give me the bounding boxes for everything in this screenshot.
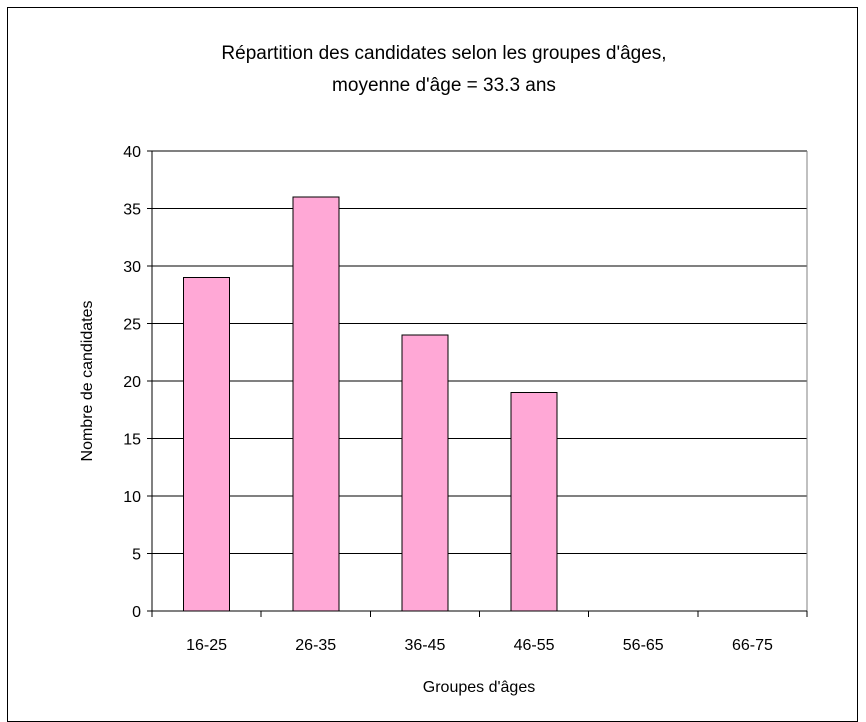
bar-36-45 <box>401 334 449 612</box>
y-tick-label: 35 <box>123 202 141 219</box>
y-tick-label: 15 <box>123 432 141 449</box>
x-tick-labels: 16-25 26-35 36-45 46-55 56-65 66-75 <box>186 637 773 654</box>
y-tick-label: 40 <box>123 144 141 161</box>
x-tick-label: 36-45 <box>404 637 445 654</box>
axes <box>147 150 808 617</box>
chart-title: Répartition des candidates selon les gro… <box>221 43 666 64</box>
gridlines <box>152 150 808 611</box>
y-tick-label: 30 <box>123 259 141 276</box>
y-axis-title: Nombre de candidates <box>79 301 96 462</box>
x-tick-label: 46-55 <box>514 637 555 654</box>
y-tick-label: 25 <box>123 317 141 334</box>
y-tick-label: 5 <box>132 547 141 564</box>
x-tick-label: 16-25 <box>186 637 227 654</box>
bar-46-55 <box>510 392 558 612</box>
y-tick-labels: 0 5 10 15 20 25 30 35 40 <box>123 144 141 621</box>
bar-26-35 <box>292 196 340 612</box>
chart-subtitle: moyenne d'âge = 33.3 ans <box>332 75 556 96</box>
x-tick-label: 66-75 <box>732 637 773 654</box>
bar-16-25 <box>183 277 231 612</box>
y-tick-label: 0 <box>132 604 141 621</box>
x-tick-label: 26-35 <box>295 637 336 654</box>
x-axis-title: Groupes d'âges <box>423 679 535 696</box>
x-tick-label: 56-65 <box>623 637 664 654</box>
y-tick-label: 10 <box>123 489 141 506</box>
y-tick-label: 20 <box>123 374 141 391</box>
bars <box>183 196 558 612</box>
